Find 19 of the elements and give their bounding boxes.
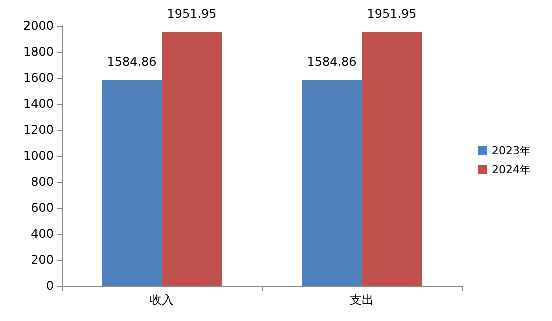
y-tick-label: 200 xyxy=(31,253,54,267)
legend-label: 2023年 xyxy=(492,144,532,158)
y-tick-label: 0 xyxy=(46,279,54,293)
x-tick-label: 支出 xyxy=(350,293,374,307)
y-tick-label: 1800 xyxy=(23,45,54,59)
y-tick-label: 2000 xyxy=(23,19,54,33)
y-tick-label: 1000 xyxy=(23,149,54,163)
legend-label: 2024年 xyxy=(492,164,532,176)
y-tick-label: 800 xyxy=(31,175,54,189)
y-tick-label: 600 xyxy=(31,201,54,215)
y-tick-label: 1600 xyxy=(23,71,54,85)
data-label: 1951.95 xyxy=(367,7,417,22)
y-tick-label: 1200 xyxy=(23,123,54,137)
data-label: 1584.86 xyxy=(307,54,357,69)
data-label: 1951.95 xyxy=(167,7,217,22)
data-label: 1584.86 xyxy=(107,54,157,69)
x-tick-label: 收入 xyxy=(150,293,174,307)
y-tick-label: 400 xyxy=(31,227,54,241)
y-tick-label: 1400 xyxy=(23,97,54,111)
